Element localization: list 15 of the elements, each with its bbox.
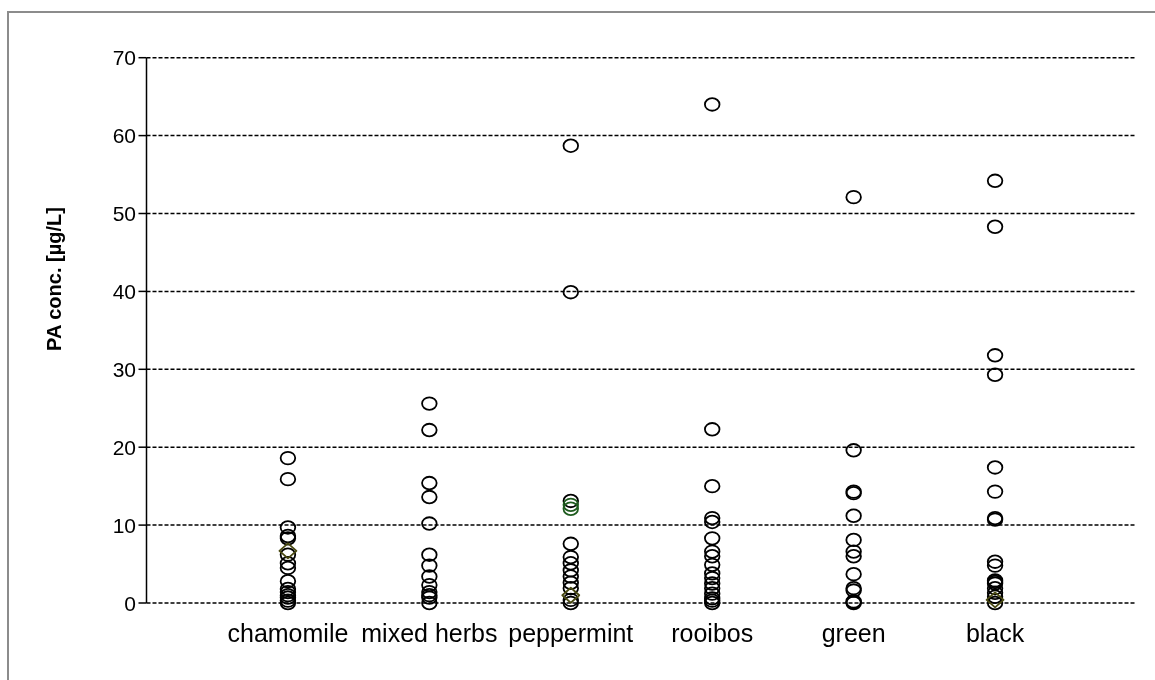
x-tick-label: chamomile xyxy=(227,619,349,647)
y-tick-label: 50 xyxy=(112,202,136,226)
y-tick-label: 70 xyxy=(112,46,136,70)
y-tick-label: 30 xyxy=(112,357,136,381)
x-tick-label: black xyxy=(965,619,1025,647)
y-tick-label: 10 xyxy=(112,513,136,537)
x-tick-label: peppermint xyxy=(508,619,634,647)
x-tick-label: mixed herbs xyxy=(361,619,498,647)
y-axis-title: PA conc. [µg/L] xyxy=(43,207,65,351)
y-tick-label: 0 xyxy=(124,591,136,615)
x-tick-label: rooibos xyxy=(671,619,754,647)
y-tick-label: 60 xyxy=(112,124,136,148)
y-tick-label: 40 xyxy=(112,279,136,303)
y-tick-label: 20 xyxy=(112,435,136,459)
x-tick-label: green xyxy=(821,619,886,647)
